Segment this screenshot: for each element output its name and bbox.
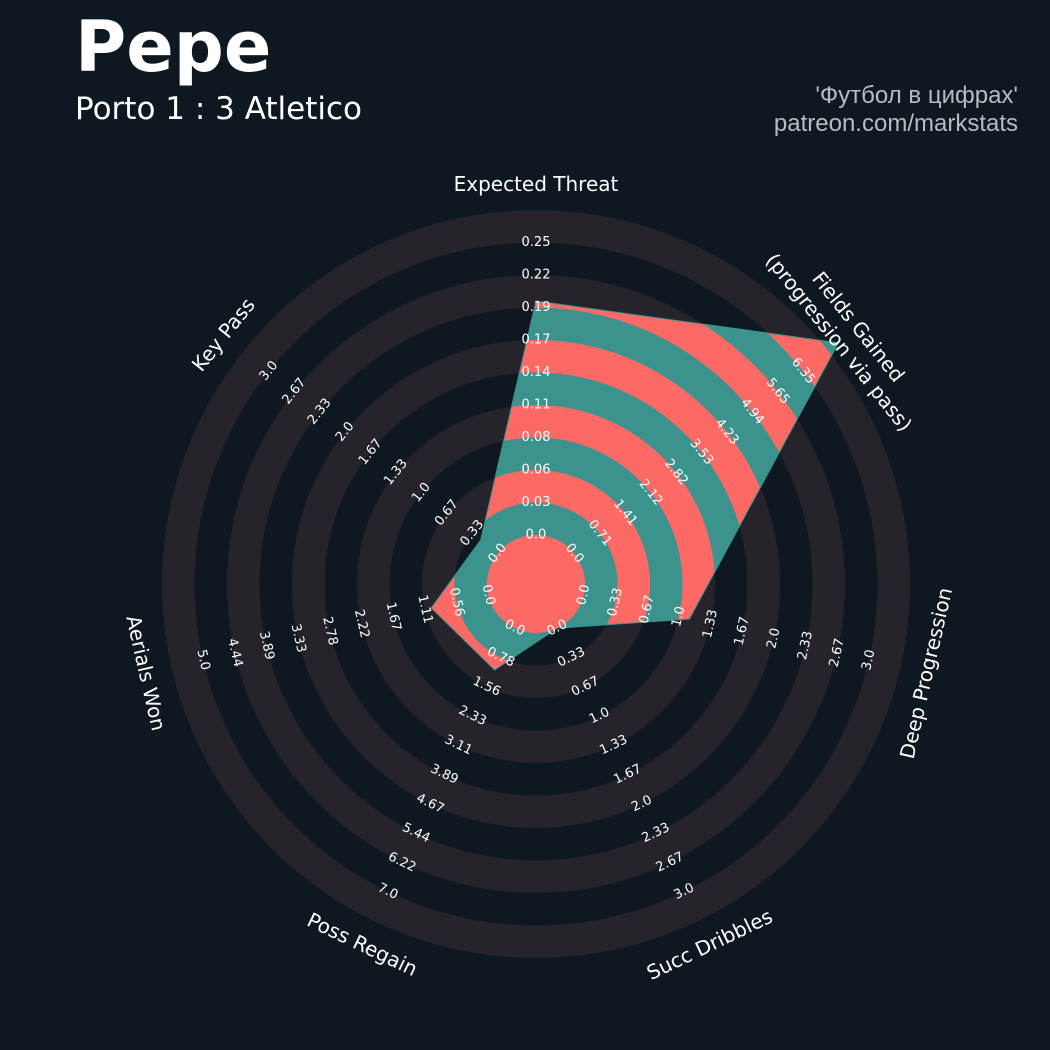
tick-label: 5.0 [193,648,212,672]
tick-label: 2.0 [764,627,783,651]
tick-label: 3.33 [288,623,309,655]
match-subtitle: Porto 1 : 3 Atletico [75,91,363,127]
tick-label: 0.67 [637,594,658,626]
tick-label: 0.17 [522,333,551,348]
tick-label: 2.22 [351,608,372,640]
tick-label: 0.08 [522,430,551,445]
tick-label: 0.0 [526,528,547,543]
credit-line-1: 'Футбол в цифрах' [815,82,1018,109]
param-label-line: Aerials Won [121,613,171,733]
tick-label: 0.25 [522,235,551,250]
tick-label: 1.0 [669,605,688,629]
tick-label: 0.33 [605,586,626,618]
tick-label: 0.11 [522,398,551,413]
polygon-outline [430,300,840,671]
tick-label: 0.0 [574,583,593,607]
tick-label: 1.67 [383,601,404,633]
tick-label: 0.19 [522,300,551,315]
param-label-line: Expected Threat [454,172,619,196]
tick-label: 0.06 [522,463,551,478]
param-label: Expected Threat [454,172,619,196]
tick-label: 3.89 [256,630,277,662]
page-title: Pepe [75,6,272,88]
tick-label: 2.78 [319,615,340,647]
tick-label: 2.67 [827,637,848,669]
tick-label: 1.67 [732,615,753,647]
tick-label: 0.03 [522,495,551,510]
tick-label: 0.56 [446,586,467,618]
param-label: Aerials Won [121,613,171,733]
tick-label: 4.44 [224,637,245,669]
tick-label: 2.33 [795,630,816,662]
inner-circle [487,535,585,633]
tick-label: 1.11 [414,594,435,626]
tick-label: 3.0 [859,648,878,672]
tick-label: 1.33 [700,608,721,640]
tick-label: 0.22 [522,268,551,283]
tick-label: 0.14 [522,365,551,380]
credit-line-2: patreon.com/markstats [773,110,1018,137]
tick-label: 0.0 [479,583,498,607]
